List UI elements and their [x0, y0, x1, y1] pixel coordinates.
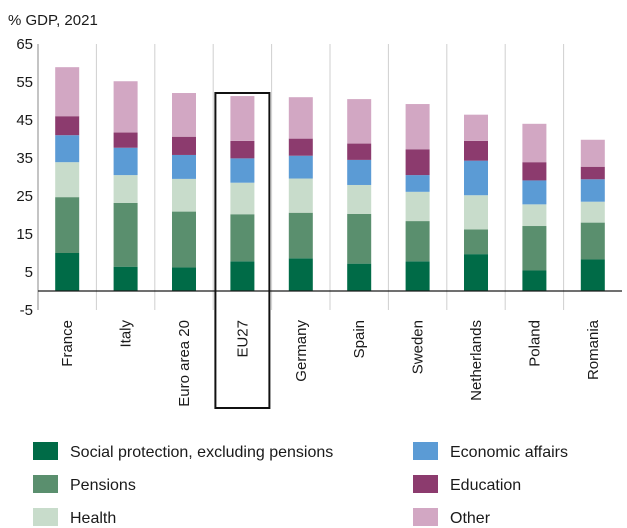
category-label: France	[59, 320, 76, 367]
bar-segment	[522, 123, 547, 163]
bar-segment	[405, 261, 430, 291]
bar-segment	[405, 104, 430, 150]
y-tick-label: 15	[16, 226, 33, 243]
bar-segment	[230, 261, 255, 291]
legend-swatch	[413, 475, 438, 493]
bar-segment	[55, 116, 80, 136]
bar-segment	[405, 149, 430, 176]
bar-segment	[522, 162, 547, 181]
bar-segment	[113, 266, 138, 291]
bar-segment	[580, 166, 605, 180]
bar-segment	[464, 229, 488, 255]
bar-segment	[580, 222, 605, 260]
bar-segment	[55, 253, 80, 291]
bar-segment	[230, 182, 255, 215]
bar-segment	[405, 175, 430, 192]
legend-swatch	[413, 442, 438, 460]
bar-segment	[522, 180, 547, 205]
bar-segment	[172, 136, 196, 155]
bar-segment	[405, 221, 430, 262]
highlight-box	[214, 92, 271, 409]
bar-segment	[464, 254, 488, 291]
bar-segment	[113, 81, 138, 133]
bar-segment	[230, 214, 255, 262]
bar-segment	[113, 202, 138, 267]
legend-label: Pensions	[70, 477, 136, 494]
bar-segment	[230, 158, 255, 183]
legend-swatch	[33, 508, 58, 526]
legend-swatch	[413, 508, 438, 526]
bar-segment	[113, 175, 138, 203]
bar-segment	[464, 114, 488, 141]
y-tick-label: 55	[16, 74, 33, 91]
bar-segment	[172, 154, 196, 179]
bar-segment	[288, 138, 313, 156]
bar-segment	[288, 212, 313, 259]
y-tick-label: 45	[16, 112, 33, 129]
y-tick-label: 65	[16, 36, 33, 53]
bar-segment	[55, 67, 80, 117]
category-label: Italy	[118, 320, 135, 348]
bar-segment	[347, 263, 372, 291]
bar-segment	[580, 201, 605, 223]
bar-segment	[464, 160, 488, 196]
bar-segment	[288, 155, 313, 179]
bar-segment	[172, 267, 196, 291]
bar-segment	[288, 178, 313, 213]
bar-segment	[55, 197, 80, 253]
bar-segment	[230, 140, 255, 159]
category-label: Spain	[351, 320, 368, 358]
bar-segment	[288, 258, 313, 291]
category-label: Sweden	[410, 320, 427, 374]
bar-segment	[580, 139, 605, 167]
category-label: Germany	[293, 320, 310, 382]
bar-segment	[522, 270, 547, 291]
bar-segment	[347, 184, 372, 214]
bar-segment	[288, 97, 313, 139]
bar-segment	[347, 99, 372, 144]
legend-swatch	[33, 442, 58, 460]
legend-label: Health	[70, 510, 116, 527]
unit-label: % GDP, 2021	[8, 12, 98, 29]
legend-label: Education	[450, 477, 521, 494]
y-tick-label: 25	[16, 188, 33, 205]
bar-segment	[522, 204, 547, 227]
bar-segment	[230, 96, 255, 141]
bar-segment	[172, 178, 196, 212]
bar-segment	[172, 93, 196, 137]
bar-segment	[580, 179, 605, 202]
category-label: Poland	[526, 320, 543, 367]
y-tick-label: -5	[20, 302, 33, 319]
legend-label: Other	[450, 510, 491, 527]
bar-segment	[464, 140, 488, 161]
legend-swatch	[33, 475, 58, 493]
bar-segment	[464, 195, 488, 230]
y-tick-label: 5	[25, 264, 33, 281]
legend-label: Social protection, excluding pensions	[70, 444, 333, 461]
bar-segment	[347, 159, 372, 185]
y-tick-label: 35	[16, 150, 33, 167]
category-label: EU27	[234, 320, 251, 358]
category-label: Netherlands	[468, 320, 485, 401]
bar-segment	[113, 147, 138, 176]
bar-segment	[172, 211, 196, 268]
bar-segment	[55, 135, 80, 163]
bar-segment	[347, 143, 372, 160]
bar-segment	[580, 259, 605, 291]
bar-segment	[522, 226, 547, 271]
bar-segment	[55, 162, 80, 198]
category-label: Romania	[585, 319, 602, 380]
category-label: Euro area 20	[176, 320, 193, 407]
bar-segment	[347, 213, 372, 264]
bar-segment	[405, 191, 430, 222]
legend-label: Economic affairs	[450, 444, 568, 461]
bar-segment	[113, 132, 138, 148]
